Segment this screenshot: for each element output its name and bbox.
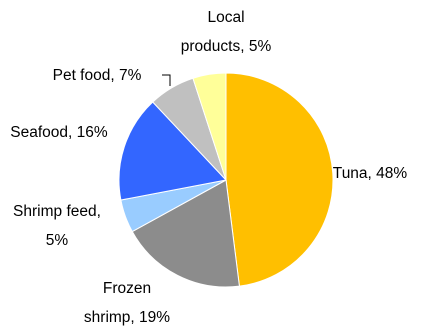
slice-label-local-products: Local products, 5% (181, 9, 272, 55)
slice-label-line: shrimp, 19% (84, 309, 170, 326)
slice-label-line: Seafood, 16% (10, 124, 108, 141)
pie-slice-seafood (118, 101, 227, 201)
leader-line-pet-food (162, 74, 171, 86)
slice-label-tuna: Tuna, 48% (333, 165, 408, 182)
pie-slice-frozen-shrimp (131, 179, 240, 288)
slice-label-shrimp-feed: Shrimp feed, 5% (13, 203, 101, 249)
leader-lines (162, 74, 171, 86)
pie-slices (118, 72, 334, 288)
pie-slice-local-products (192, 72, 227, 181)
slice-label-line: 5% (46, 232, 69, 249)
slice-label-line: products, 5% (181, 38, 272, 55)
slice-label-line: Local (207, 9, 244, 26)
slice-label-pet-food: Pet food, 7% (53, 67, 142, 84)
slice-label-line: Pet food, 7% (53, 67, 142, 84)
slice-labels: Tuna, 48% Frozen shrimp, 19% Shrimp feed, 5%… (10, 9, 407, 326)
slice-label-seafood: Seafood, 16% (10, 124, 108, 141)
slice-label-line: Tuna, 48% (333, 165, 408, 182)
slice-label-frozen-shrimp: Frozen shrimp, 19% (84, 280, 170, 326)
slice-label-line: Frozen (103, 280, 151, 297)
pie-slice-tuna (225, 72, 334, 287)
slice-label-line: Shrimp feed, (13, 203, 101, 220)
